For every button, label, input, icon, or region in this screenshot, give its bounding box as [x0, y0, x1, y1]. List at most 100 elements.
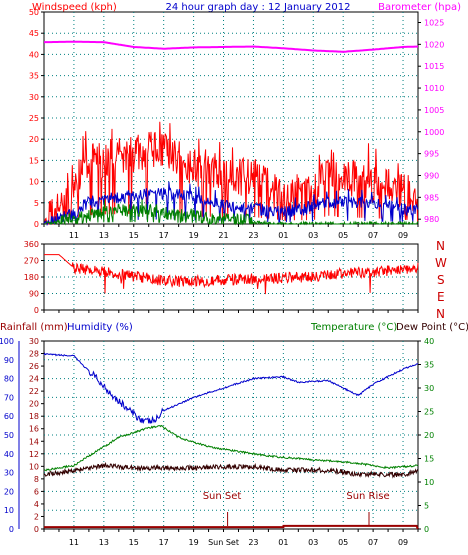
- baro-tick-label: 1020: [424, 40, 444, 49]
- rain-tick-label: 12: [29, 450, 39, 459]
- direction-grid: [44, 244, 418, 310]
- wind-tick-label: 25: [29, 114, 39, 123]
- hour-label: 03: [308, 231, 318, 240]
- temp-tick-label: 25: [424, 408, 434, 417]
- direction-axes: 0 90 180 270 360: [24, 240, 419, 315]
- wind-tick-label: 20: [29, 135, 39, 144]
- rain-tick-label: 22: [29, 387, 39, 396]
- sunrise-label: Sun Rise: [346, 491, 389, 502]
- humidity-tick-label: 30: [4, 469, 14, 478]
- rain-tick-label: 2: [34, 512, 39, 521]
- wind-direction-line: [44, 254, 419, 295]
- rain-tick-label: 14: [29, 437, 39, 446]
- wind-panel: 11 13 15 17 19 21 23 01 03 05 07 090510152025303540…: [29, 8, 445, 240]
- sunset-label: Sun Set: [203, 491, 242, 502]
- temp-tick-label: 5: [424, 502, 429, 511]
- hour-label: 09: [398, 231, 408, 240]
- rain-tick-label: 16: [29, 425, 39, 434]
- lull-line: [44, 199, 419, 226]
- hour-label: 23: [248, 538, 258, 547]
- temp-tick-label: 15: [424, 455, 434, 464]
- wind-tick-label: 50: [29, 8, 39, 17]
- dir-tick-label: 0: [34, 306, 39, 315]
- dir-letter-e: E: [437, 290, 445, 304]
- dir-letter-s: S: [437, 273, 445, 287]
- wind-tick-label: 10: [29, 178, 39, 187]
- rain-tick-label: 30: [29, 337, 39, 346]
- direction-series: [44, 254, 419, 295]
- wind-tick-label: 0: [34, 220, 39, 229]
- temp-tick-label: 30: [424, 384, 434, 393]
- temperature-title: Temperature (°C): [310, 322, 397, 333]
- humidity-tick-label: 90: [4, 356, 14, 365]
- temperature-grid: [44, 341, 418, 529]
- dir-letter-n-top: N: [436, 239, 445, 253]
- temp-tick-label: 0: [424, 525, 429, 534]
- temp-tick-label: 10: [424, 478, 434, 487]
- rainfall-title: Rainfall (mm): [0, 322, 68, 333]
- dewpoint-title: Dew Point (°C): [396, 322, 468, 333]
- rain-tick-label: 6: [34, 487, 39, 496]
- temperature-series: [43, 352, 419, 530]
- graph-date-title: 24 hour graph day : 12 January 2012: [166, 2, 351, 13]
- barometer-line: [43, 40, 419, 53]
- baro-tick-label: 1000: [424, 128, 444, 137]
- rain-tick-label: 26: [29, 362, 39, 371]
- rain-tick-label: 28: [29, 350, 39, 359]
- barometer-title: Barometer (hpa): [378, 2, 461, 13]
- wind-series: [43, 40, 419, 226]
- temp-tick-label: 40: [424, 337, 434, 346]
- baro-tick-label: 1010: [424, 84, 444, 93]
- hour-label: 05: [338, 231, 348, 240]
- windspeed-title: Windspeed (kph): [32, 2, 117, 13]
- hour-label: 15: [129, 231, 139, 240]
- average-wind-line: [43, 181, 419, 226]
- gust-line: [44, 121, 419, 225]
- humidity-title: Humidity (%): [67, 322, 133, 333]
- hour-label: 23: [248, 231, 258, 240]
- baro-tick-label: 1025: [424, 18, 444, 27]
- dir-letter-w: W: [435, 256, 447, 270]
- hour-label: 05: [338, 538, 348, 547]
- hour-label: 13: [99, 231, 109, 240]
- hour-label: 07: [368, 231, 378, 240]
- baro-tick-label: 1015: [424, 62, 444, 71]
- hour-label: 07: [368, 538, 378, 547]
- rain-tick-label: 4: [34, 500, 39, 509]
- baro-tick-label: 980: [424, 215, 439, 224]
- wind-tick-label: 35: [29, 72, 39, 81]
- hour-label: 03: [308, 538, 318, 547]
- rain-tick-label: 8: [34, 475, 39, 484]
- humidity-line: [43, 352, 419, 425]
- humidity-tick-label: 40: [4, 450, 14, 459]
- humidity-tick-label: 20: [4, 487, 14, 496]
- humidity-tick-label: 60: [4, 412, 14, 421]
- wind-tick-label: 30: [29, 93, 39, 102]
- humidity-tick-label: 50: [4, 431, 14, 440]
- hour-label: 19: [189, 231, 199, 240]
- hour-label: 19: [189, 538, 199, 547]
- rain-tick-label: 10: [29, 462, 39, 471]
- dewpoint-line: [43, 461, 419, 479]
- wind-direction-panel: 0 90 180 270 360 N W S E N: [24, 239, 447, 321]
- dir-tick-label: 90: [29, 290, 39, 299]
- rain-tick-label: 24: [29, 375, 39, 384]
- baro-tick-label: 1005: [424, 106, 444, 115]
- hour-label: 01: [278, 231, 288, 240]
- hour-label: 17: [159, 538, 169, 547]
- hour-label: 01: [278, 538, 288, 547]
- hour-label: 11: [69, 231, 79, 240]
- rain-tick-label: 20: [29, 400, 39, 409]
- temp-tick-label: 35: [424, 361, 434, 370]
- rain-tick-label: 0: [34, 525, 39, 534]
- baro-tick-label: 995: [424, 150, 439, 159]
- hour-label: Sun Set: [208, 538, 239, 547]
- dir-tick-label: 270: [24, 257, 39, 266]
- dir-letter-n-bottom: N: [436, 307, 445, 321]
- dir-tick-label: 180: [24, 273, 39, 282]
- wind-tick-label: 5: [34, 199, 39, 208]
- hour-label: 15: [129, 538, 139, 547]
- humidity-tick-label: 70: [4, 393, 14, 402]
- temperature-axes: 11 13 15 17 19 Sun Set 23 01 03 05 07 0901020304050…: [0, 337, 434, 547]
- hour-label: 13: [99, 538, 109, 547]
